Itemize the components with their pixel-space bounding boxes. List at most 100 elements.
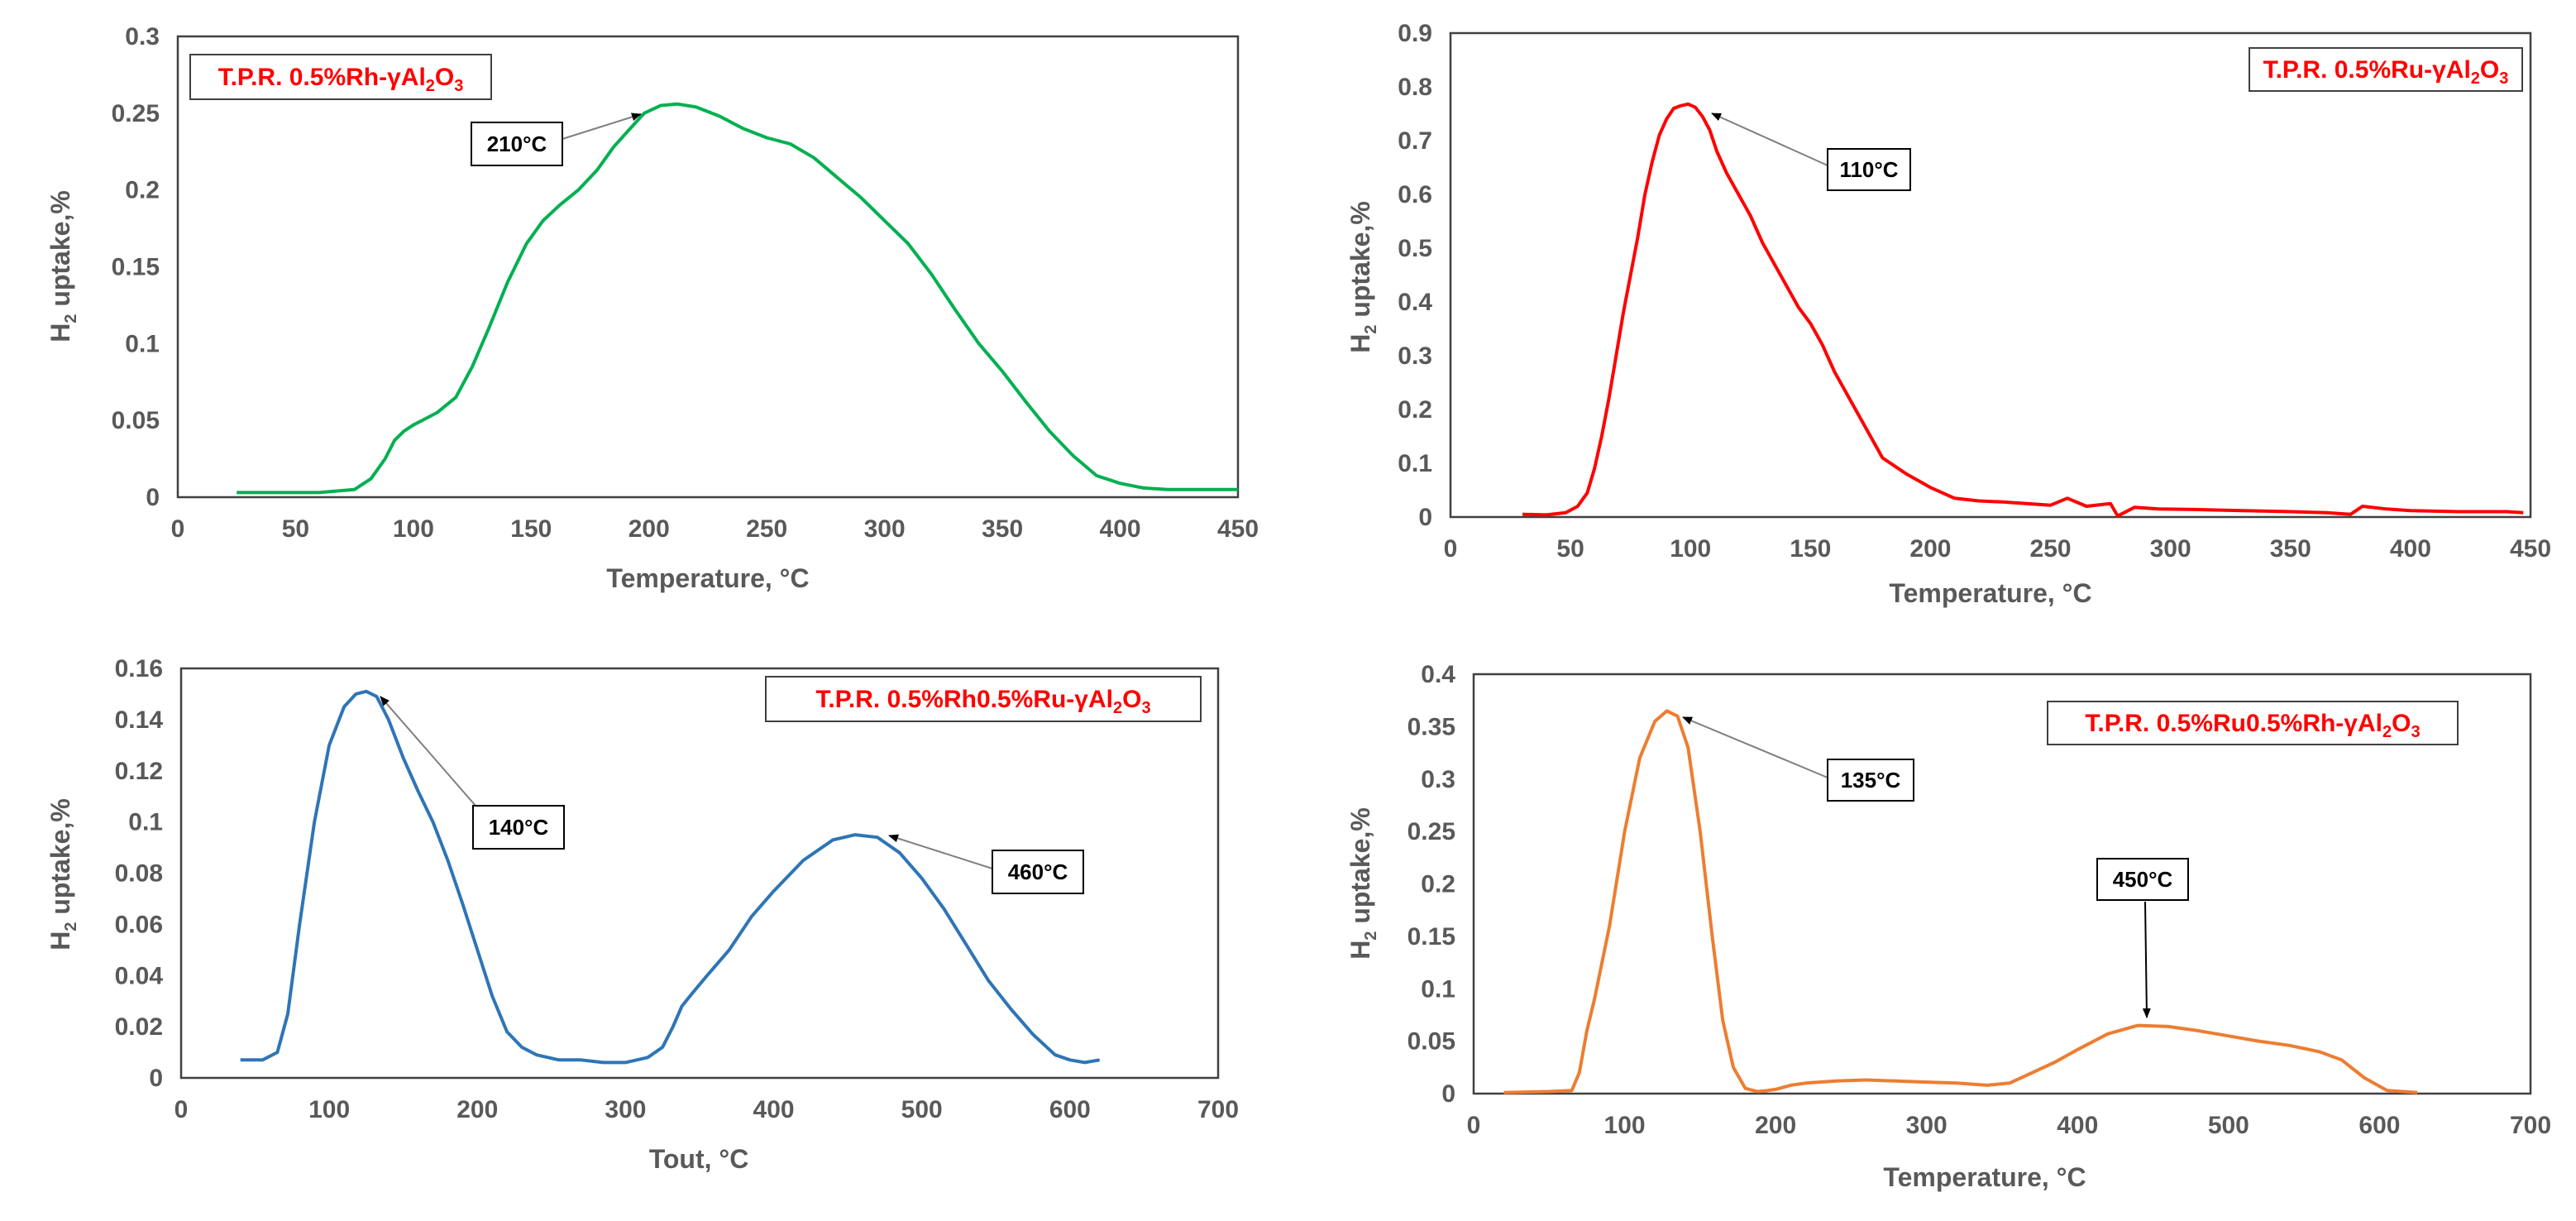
y-tick-label: 0.1	[1398, 450, 1432, 477]
annotation-box-135	[1827, 759, 1914, 802]
y-tick-label: 0	[149, 1065, 163, 1092]
y-tick-label: 0.15	[1407, 923, 1455, 950]
annotation-label-140: 140°C	[489, 815, 549, 840]
y-ticks-rurh: 0 0.05 0.1 0.15 0.2 0.25 0.3 0.35 0.4	[1407, 661, 1456, 1108]
x-axis-title-rurh: Temperature, °C	[1883, 1162, 2086, 1192]
y-tick-label: 0.3	[1398, 342, 1432, 370]
x-tick-label: 400	[1100, 515, 1141, 543]
y-tick-label: 0.04	[115, 962, 164, 989]
y-tick-label: 0.8	[1398, 74, 1432, 101]
x-tick-label: 50	[282, 515, 309, 543]
y-tick-label: 0.1	[1421, 975, 1455, 1003]
x-ticks-ru: 0 50 100 150 200 250 300 350 400 450	[1444, 535, 2551, 563]
y-tick-label: 0.25	[1407, 818, 1455, 845]
y-tick-label: 0.7	[1398, 127, 1432, 155]
x-tick-label: 50	[1556, 535, 1584, 563]
panel-rhru: 0 0.02 0.04 0.06 0.08 0.1 0.12 0.14 0.16 0 100 200…	[45, 655, 1239, 1174]
x-tick-label: 500	[2208, 1112, 2249, 1139]
y-axis-title-ru: H2 uptake,%	[1345, 201, 1380, 353]
chart-title-rhru: T.P.R. 0.5%Rh0.5%Ru-γAl2O3	[815, 686, 1150, 717]
x-tick-label: 150	[510, 515, 552, 543]
y-tick-label: 0.5	[1398, 235, 1432, 262]
x-tick-label: 200	[1755, 1112, 1796, 1139]
y-tick-label: 0.2	[125, 177, 160, 204]
x-tick-label: 700	[1197, 1096, 1239, 1123]
y-tick-label: 0.1	[125, 330, 160, 357]
chart-title-box-ru	[2249, 47, 2523, 92]
y-tick-label: 0.6	[1398, 181, 1432, 208]
y-tick-label: 0.05	[1407, 1028, 1455, 1056]
x-tick-label: 400	[753, 1096, 795, 1123]
x-axis-title-rhru: Tout, °C	[649, 1144, 749, 1174]
plot-area-rhru	[179, 667, 1220, 1080]
panel-rh: 0 0.05 0.1 0.15 0.2 0.25 0.3 0 50 100 150 200 250 30…	[45, 23, 1259, 593]
y-tick-label: 0	[1418, 504, 1432, 531]
y-tick-label: 0.15	[112, 254, 160, 281]
annotation-box-210	[471, 122, 563, 166]
y-tick-label: 0.05	[112, 407, 160, 434]
annotation-label-460: 460°C	[1008, 859, 1068, 884]
annotation-box-140	[472, 805, 565, 850]
y-tick-label: 0.2	[1421, 871, 1455, 898]
y-tick-label: 0.25	[112, 100, 160, 127]
chart-title-rurh: T.P.R. 0.5%Ru0.5%Rh-γAl2O3	[2085, 710, 2420, 741]
y-tick-label: 0.16	[115, 655, 163, 682]
y-ticks-ru: 0 0.1 0.2 0.3 0.4 0.5 0.6 0.7 0.8 0.9	[1398, 20, 1432, 531]
annotation-label-110: 110°C	[1839, 157, 1898, 182]
y-tick-label: 0.02	[115, 1013, 163, 1041]
y-tick-label: 0.08	[115, 860, 163, 888]
x-tick-label: 300	[605, 1096, 646, 1123]
annotation-arrow-135	[1682, 716, 1828, 778]
plot-area-rh	[176, 35, 1240, 499]
x-tick-label: 450	[2510, 535, 2551, 563]
annotation-arrow-210	[562, 113, 642, 140]
x-tick-label: 400	[2057, 1112, 2098, 1139]
annotation-arrow-460	[888, 834, 993, 869]
y-tick-label: 0	[1441, 1080, 1455, 1108]
y-axis-title-rurh: H2 uptake,%	[1345, 807, 1380, 960]
series-line-rh	[237, 102, 1238, 495]
x-tick-label: 350	[982, 515, 1023, 543]
y-tick-label: 0	[146, 484, 160, 511]
x-ticks-rhru: 0 100 200 300 400 500 600 700	[174, 1096, 1239, 1123]
x-tick-label: 600	[2359, 1112, 2400, 1139]
chart-title-ru: T.P.R. 0.5%Ru-γAl2O3	[2263, 56, 2509, 88]
y-ticks-rh: 0 0.05 0.1 0.15 0.2 0.25 0.3	[112, 23, 160, 511]
annotation-box-460	[992, 850, 1084, 894]
y-tick-label: 0.3	[1421, 766, 1455, 793]
x-tick-label: 200	[1909, 535, 1951, 563]
y-tick-label: 0.14	[115, 706, 164, 734]
series-line-rurh	[1503, 709, 2418, 1094]
y-tick-label: 0.4	[1398, 289, 1432, 316]
y-axis-title-rhru: H2 uptake,%	[45, 798, 80, 950]
x-ticks-rurh: 0 100 200 300 400 500 600 700	[1467, 1112, 2551, 1139]
x-tick-label: 300	[1906, 1112, 1948, 1139]
x-tick-label: 450	[1217, 515, 1259, 543]
x-tick-label: 700	[2510, 1112, 2551, 1139]
y-axis-title-rh: H2 uptake,%	[45, 190, 80, 342]
x-tick-label: 250	[2030, 535, 2072, 563]
plot-area-ru	[1449, 31, 2532, 519]
x-tick-label: 200	[628, 515, 670, 543]
y-tick-label: 0.1	[128, 809, 163, 836]
annotation-label-450: 450°C	[2113, 867, 2173, 892]
annotation-box-450	[2096, 858, 2189, 901]
x-tick-label: 400	[2390, 535, 2431, 563]
x-ticks-rh: 0 50 100 150 200 250 300 350 400 450	[171, 515, 1259, 543]
x-tick-label: 300	[864, 515, 906, 543]
y-tick-label: 0.2	[1398, 396, 1432, 424]
chart-title-box-rh	[189, 54, 492, 100]
x-tick-label: 0	[171, 515, 185, 543]
annotation-arrow-450	[2142, 901, 2151, 1018]
x-tick-label: 100	[1670, 535, 1711, 563]
x-tick-label: 500	[901, 1096, 943, 1123]
x-axis-title-ru: Temperature, °C	[1889, 578, 2091, 608]
x-tick-label: 0	[174, 1096, 189, 1123]
x-tick-label: 0	[1444, 535, 1458, 563]
x-tick-label: 100	[393, 515, 434, 543]
annotation-label-210: 210°C	[487, 132, 547, 156]
y-ticks-rhru: 0 0.02 0.04 0.06 0.08 0.1 0.12 0.14 0.16	[115, 655, 164, 1092]
x-tick-label: 600	[1049, 1096, 1091, 1123]
y-tick-label: 0.3	[125, 23, 160, 50]
